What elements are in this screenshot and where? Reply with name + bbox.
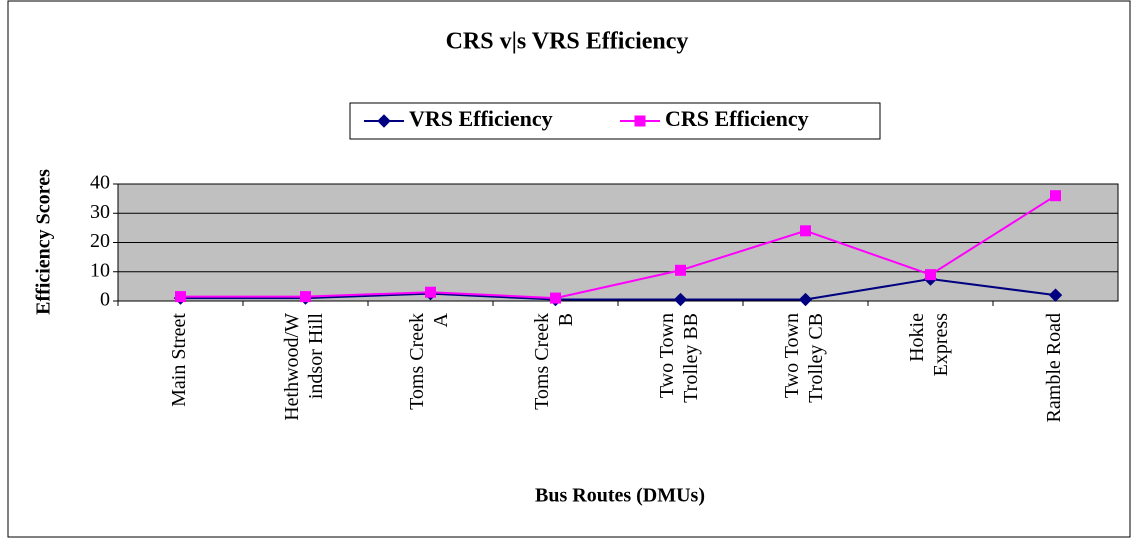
x-axis-title: Bus Routes (DMUs) [535,485,705,507]
point [675,264,686,276]
y-tick-label: 40 [90,172,110,194]
x-tick-label: Toms Creek [406,313,428,410]
point [798,292,813,307]
point [300,291,311,303]
chart-title: CRS v|s VRS Efficiency [446,29,689,55]
x-tick-label: Toms Creek [531,313,553,410]
x-tick-label: Main Street [168,313,190,407]
legend-box [349,102,881,140]
x-tick-label: Trolley CB [805,313,827,403]
point [175,291,186,303]
x-tick-label: B [555,313,577,326]
point [425,286,436,298]
x-tick-label: Express [930,313,952,377]
legend-label: CRS Efficiency [665,106,809,131]
y-tick-label: 10 [90,259,110,281]
y-axis-title: Efficiency Scores [33,169,55,315]
point [673,292,688,307]
x-tick-label: indsor Hill [305,313,327,400]
x-tick-label: Hethwood/W [281,313,303,421]
point [1050,190,1061,202]
legend-label: VRS Efficiency [409,106,553,131]
x-tick-label: Two Town [781,313,803,398]
point [925,269,936,281]
legend-marker [634,115,646,127]
legend-marker [377,114,391,128]
x-tick-label: Hokie [906,313,928,362]
point [1048,288,1063,302]
y-tick-label: 20 [90,230,110,252]
x-tick-label: Two Town [656,313,678,398]
y-tick-label: 0 [100,289,110,311]
point [800,225,811,237]
series-line [180,194,1057,300]
point [550,292,561,304]
x-tick-label: Trolley BB [680,313,702,403]
x-tick-label: Ramble Road [1043,313,1065,422]
x-tick-label: A [430,312,452,327]
y-tick-label: 30 [90,201,110,223]
series-line [180,278,1056,301]
